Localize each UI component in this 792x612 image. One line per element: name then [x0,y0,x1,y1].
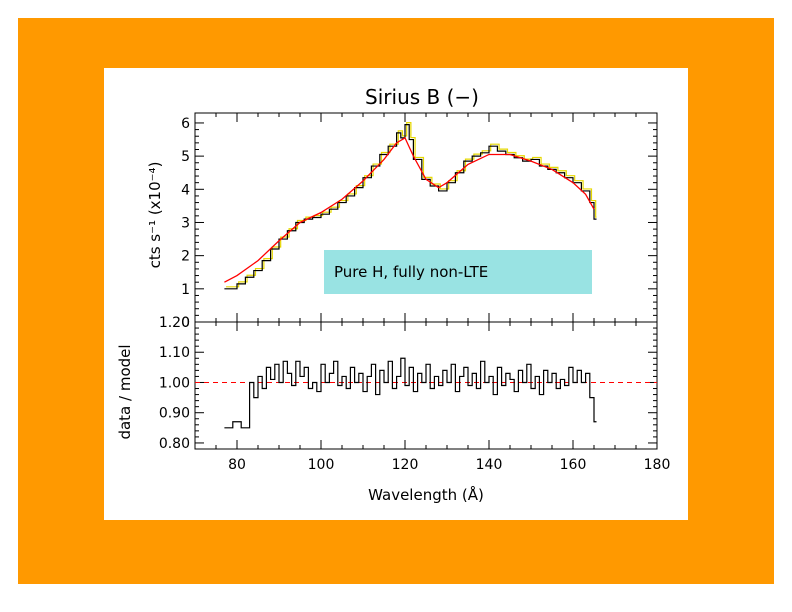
top-y-tick-label: 2 [181,249,190,265]
bottom-y-axis-label: data / model [116,344,134,439]
bottom-y-tick-label: 0.80 [159,436,190,452]
chart-title: Sirius B (−) [365,85,479,109]
x-axis-label: Wavelength (Å) [368,485,484,504]
bottom-y-tick-label: 0.90 [159,406,190,422]
x-tick-label: 160 [560,457,587,473]
bottom-y-tick-label: 1.10 [159,345,190,361]
x-tick-label: 120 [392,457,419,473]
top-y-tick-label: 4 [181,182,190,198]
top-y-tick-label: 5 [181,149,190,165]
ratio-data-step [224,357,597,429]
bottom-y-tick-label: 1.00 [159,375,190,391]
top-y-tick-label: 6 [181,116,190,132]
x-tick-label: 80 [228,457,246,473]
annotation-text: Pure H, fully non-LTE [334,263,489,281]
model-annotation-box: Pure H, fully non-LTE [324,250,592,294]
bottom-y-tick-label: 1.20 [159,315,190,331]
top-y-tick-label: 1 [181,282,190,298]
bottom-plot-frame [194,321,658,450]
x-tick-label: 180 [644,457,671,473]
top-y-tick-label: 0 [181,315,190,331]
x-tick-label: 100 [308,457,335,473]
x-tick-label: 140 [476,457,503,473]
model-curve [224,136,595,283]
top-y-tick-label: 3 [181,215,190,231]
top-y-axis-label: cts s⁻¹ (x10⁻⁴) [146,162,164,269]
